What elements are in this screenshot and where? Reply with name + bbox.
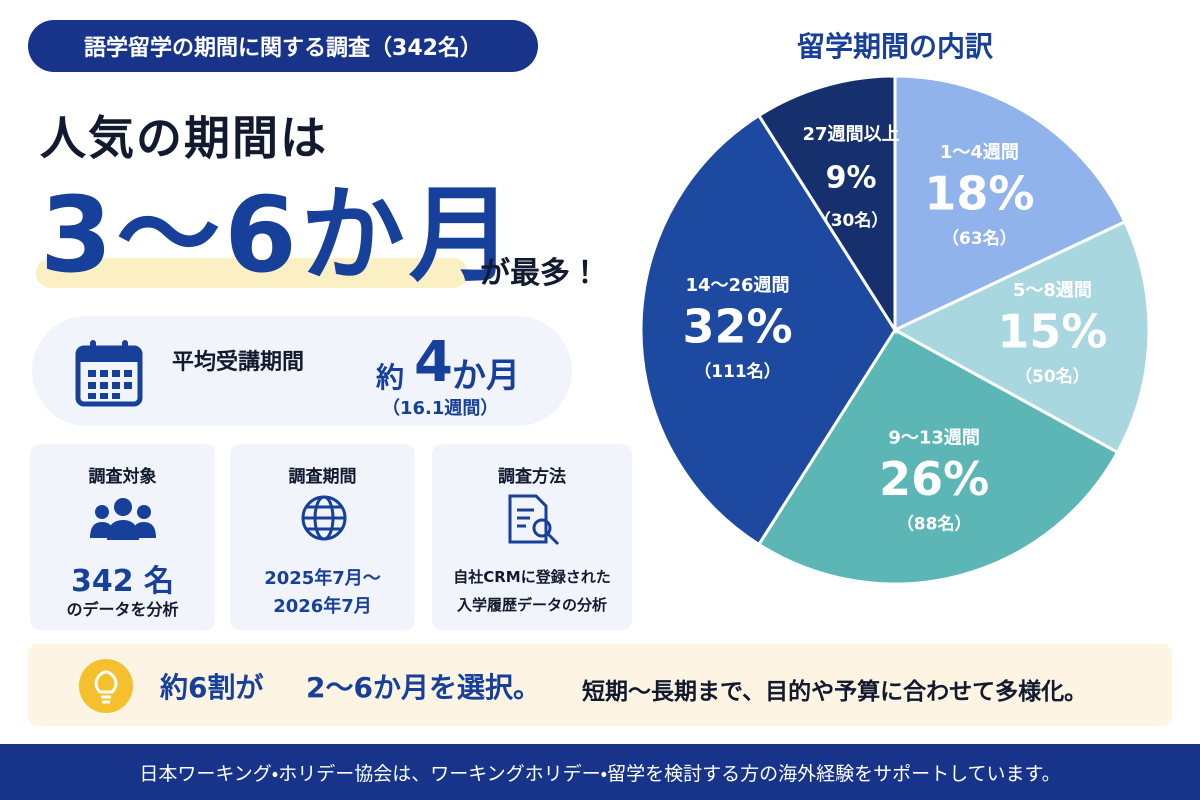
slice-count: （63名） bbox=[942, 228, 1017, 249]
slice-category: 1〜4週間 bbox=[940, 142, 1019, 163]
pie-slice bbox=[639, 113, 897, 547]
slice-count: （50名） bbox=[1015, 366, 1090, 387]
calendar-icon bbox=[75, 340, 143, 407]
card-title: 調査方法 bbox=[498, 467, 566, 487]
card-line: 2026年7月 bbox=[273, 596, 372, 617]
pie-slice bbox=[891, 219, 1151, 455]
card-title: 調査期間 bbox=[288, 467, 357, 487]
average-number: 4 bbox=[414, 330, 453, 395]
card-line: 2025年7月〜 bbox=[264, 568, 381, 589]
highlight-underline bbox=[36, 258, 468, 288]
survey-badge: 語学留学の期間に関する調査（342名） bbox=[28, 20, 538, 72]
pie-slice bbox=[756, 74, 897, 336]
people-icon bbox=[90, 498, 156, 540]
note-emphasis: 2〜6か月を選択。 bbox=[306, 671, 541, 704]
pie-slice bbox=[756, 328, 1120, 586]
slice-value-label: 18% bbox=[924, 167, 1034, 221]
average-unit: か月 bbox=[452, 356, 520, 396]
average-weeks: （16.1週間） bbox=[382, 398, 499, 419]
card-title: 調査対象 bbox=[88, 467, 157, 487]
highlight-suffix: が最多！ bbox=[480, 256, 600, 291]
bulb-icon bbox=[79, 659, 133, 713]
globe-icon bbox=[301, 495, 347, 541]
footer: 日本ワーキング・ホリデー協会は、ワーキングホリデー・留学を検討する方の海外経験を… bbox=[0, 744, 1200, 800]
note-box bbox=[28, 644, 1172, 726]
slice-value-label: 15% bbox=[997, 304, 1107, 358]
pie-chart: 留学期間の内訳 1〜4週間 18% （63名） 5〜8週間 15% （50名） 9〜13週間… bbox=[639, 30, 1151, 586]
slice-category: 27週間以上 bbox=[803, 124, 900, 145]
headline: 人気の期間は bbox=[40, 111, 328, 165]
slice-value-label: 9% bbox=[826, 160, 877, 195]
card-line: のデータを分析 bbox=[66, 600, 179, 619]
card-line: 自社CRMに登録された bbox=[453, 568, 611, 586]
note-lead: 約6割が bbox=[160, 671, 264, 704]
document-icon bbox=[508, 494, 560, 546]
slice-value-label: 26% bbox=[879, 452, 989, 506]
card: 調査方法 自社CRMに登録された 入学履歴データの分析 bbox=[432, 444, 632, 630]
slice-count: （30名） bbox=[814, 210, 889, 231]
slice-count: （111名） bbox=[694, 361, 781, 382]
card: 調査期間 2025年7月〜 2026年7月 bbox=[230, 444, 415, 630]
card-line: 入学履歴データの分析 bbox=[456, 596, 607, 614]
note-text: 短期〜長期まで、目的や予算に合わせて多様化。 bbox=[582, 679, 1088, 705]
average-label: 平均受講期間 bbox=[172, 350, 305, 375]
average-prefix: 約 bbox=[376, 361, 405, 394]
average-box bbox=[32, 316, 572, 426]
slice-category: 5〜8週間 bbox=[1013, 280, 1092, 301]
chart-title: 留学期間の内訳 bbox=[797, 30, 993, 63]
slice-value-label: 32% bbox=[682, 300, 792, 354]
slice-count: （88名） bbox=[897, 514, 972, 535]
highlight: 3〜6か月 bbox=[40, 174, 517, 296]
card-line: 342 名 bbox=[70, 564, 175, 599]
slice-category: 9〜13週間 bbox=[888, 428, 980, 449]
slice-category: 14〜26週間 bbox=[685, 275, 789, 296]
card: 調査対象 342 名 のデータを分析 bbox=[30, 444, 215, 630]
pie-slice bbox=[893, 74, 1127, 333]
